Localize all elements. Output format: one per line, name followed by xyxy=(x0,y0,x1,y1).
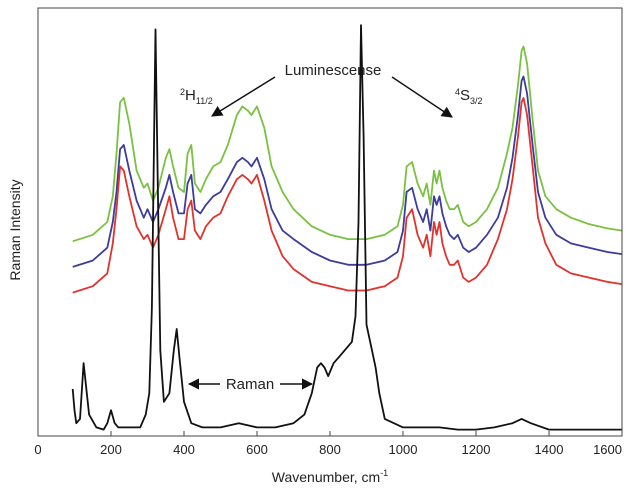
raman-label: Raman xyxy=(226,376,274,393)
x-tick-label: 800 xyxy=(319,442,341,457)
x-tick-label: 1000 xyxy=(389,442,418,457)
h-transition-label: 2H11/2 xyxy=(180,87,213,106)
luminescence-arrow-left xyxy=(211,76,276,117)
series-line-1 xyxy=(72,45,623,243)
series-layer xyxy=(71,24,623,431)
x-tick-label: 1200 xyxy=(462,442,491,457)
x-tick-label: 400 xyxy=(173,442,195,457)
series-line-4 xyxy=(71,24,622,431)
series-line-3 xyxy=(72,97,623,294)
x-axis-label: Wavenumber, cm-1 xyxy=(272,468,388,485)
x-tick-label: 1600 xyxy=(593,442,622,457)
s-transition-label: 4S3/2 xyxy=(455,87,483,106)
x-tick-label: 200 xyxy=(100,442,122,457)
y-axis-label: Raman Intensity xyxy=(7,179,23,280)
x-axis-ticks: 0 200 400 600 800 1000 1200 1400 1600 xyxy=(34,431,623,457)
luminescence-arrow-right xyxy=(391,76,453,118)
x-tick-label: 0 xyxy=(34,442,41,457)
series-line-2 xyxy=(72,75,623,268)
x-tick-label: 1400 xyxy=(535,442,564,457)
luminescence-label: Luminescense xyxy=(285,62,382,79)
x-tick-label: 600 xyxy=(246,442,268,457)
